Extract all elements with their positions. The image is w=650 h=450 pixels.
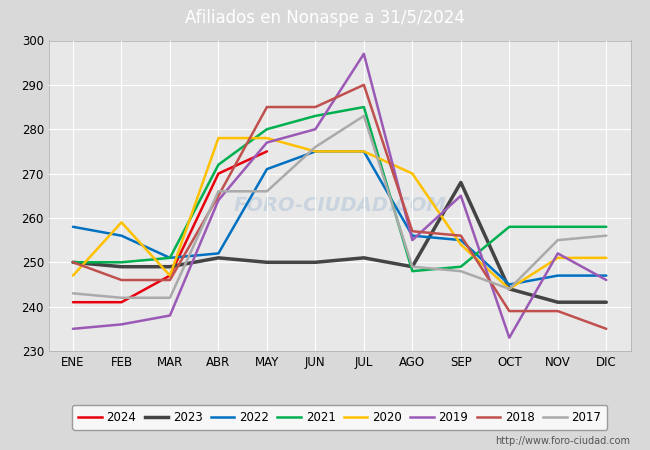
Text: Afiliados en Nonaspe a 31/5/2024: Afiliados en Nonaspe a 31/5/2024 (185, 9, 465, 27)
Text: http://www.foro-ciudad.com: http://www.foro-ciudad.com (495, 436, 630, 446)
Legend: 2024, 2023, 2022, 2021, 2020, 2019, 2018, 2017: 2024, 2023, 2022, 2021, 2020, 2019, 2018… (72, 405, 607, 430)
Text: FORO-CIUDAD.COM: FORO-CIUDAD.COM (233, 196, 446, 215)
